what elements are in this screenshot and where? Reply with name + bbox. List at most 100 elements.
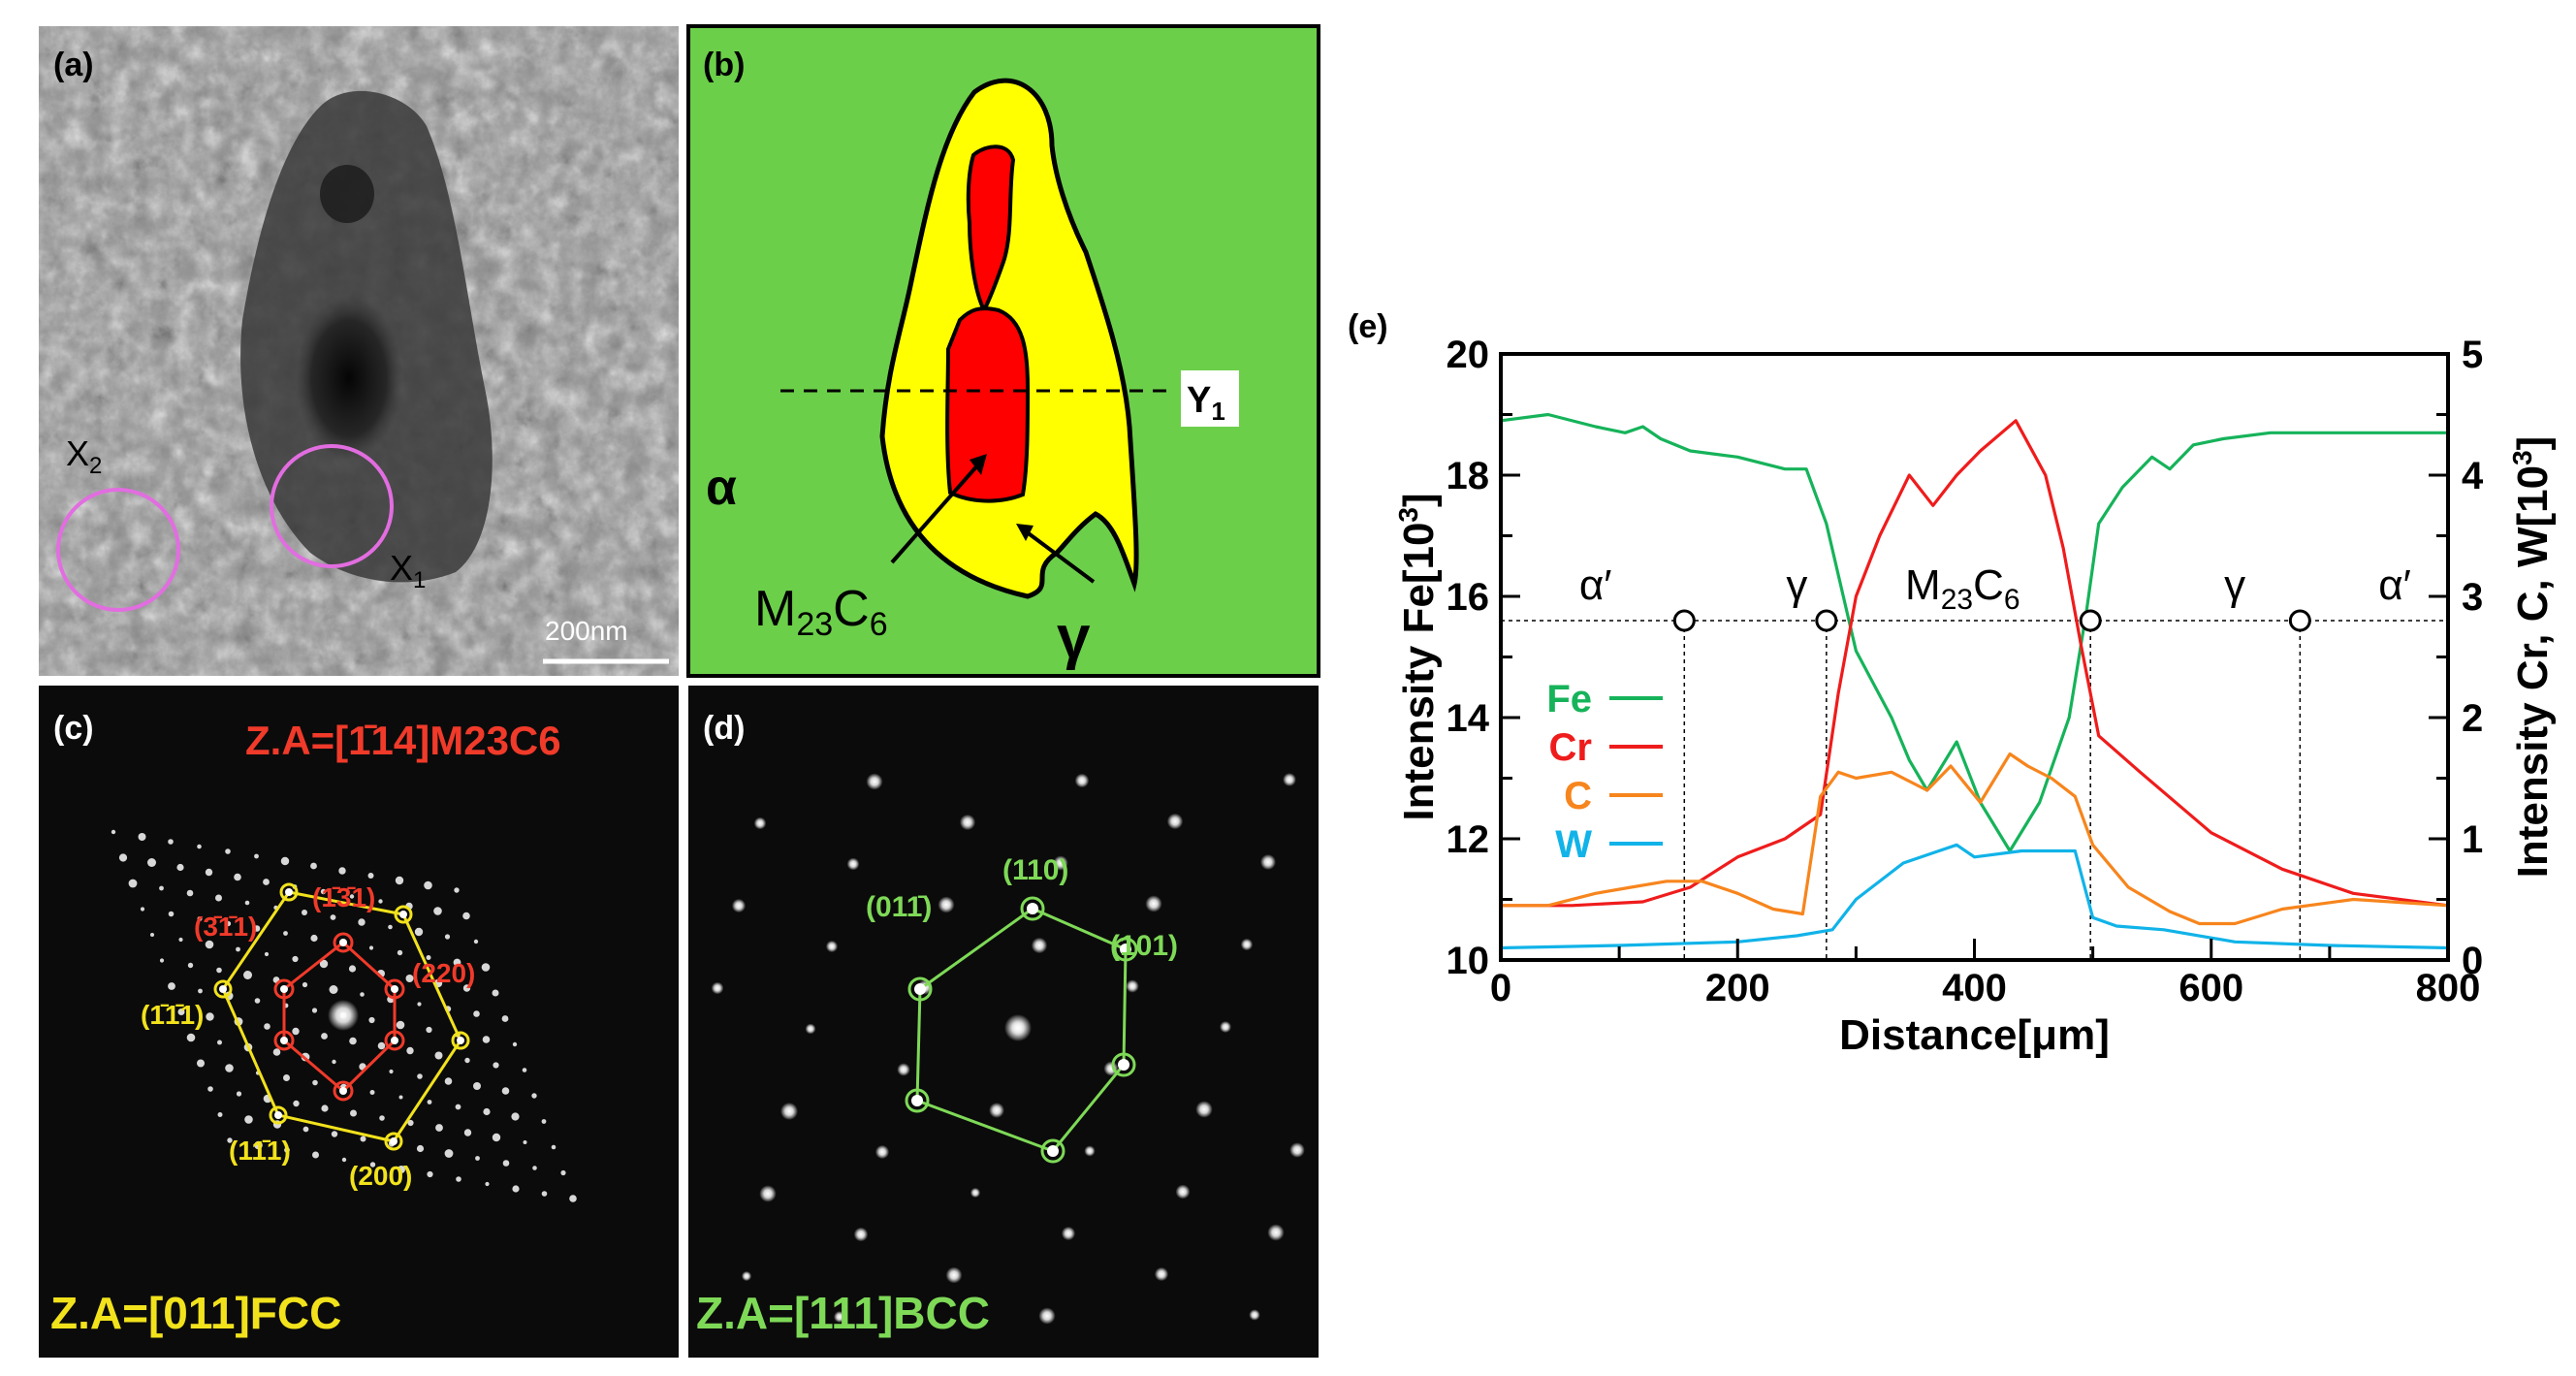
diffraction-spot (398, 1166, 405, 1173)
diffraction-spot (302, 1126, 309, 1133)
diffraction-spot (118, 853, 128, 862)
diffraction-spot (473, 939, 479, 944)
diffraction-spot (825, 940, 839, 953)
yellow-spot-core (285, 888, 293, 896)
diffraction-spot (424, 880, 432, 890)
diffraction-spot (264, 1023, 270, 1030)
diffraction-spot (417, 1073, 423, 1079)
yellow-spot-core (457, 1037, 464, 1044)
diffraction-spot (320, 888, 327, 895)
diffraction-spot (168, 839, 174, 845)
y-left-tick-label: 16 (1447, 576, 1490, 619)
panel-d-label: (d) (703, 710, 745, 747)
diffraction-spot (177, 1008, 185, 1015)
diffraction-spot (358, 918, 366, 926)
region-label: M23C6 (1905, 561, 2020, 616)
diffraction-spot (501, 1087, 510, 1095)
series-cr-line (1501, 419, 2449, 908)
diffraction-spot (197, 916, 203, 921)
plot-frame (1499, 352, 2450, 962)
green-label-011: (011̄) (866, 891, 932, 923)
yellow-indexed-spot (279, 882, 299, 902)
diffraction-spot (780, 1103, 798, 1120)
red-spot-core (280, 1037, 288, 1044)
gamma-arrow-head (1016, 524, 1034, 541)
diffraction-spot (168, 911, 175, 917)
yellow-indexed-spot (269, 1105, 288, 1125)
yellow-label-200: (200) (349, 1161, 412, 1191)
diffraction-spot (398, 1095, 403, 1100)
m23c6-arrow-head (970, 454, 987, 475)
red-label-131: (1̄3̄1) (312, 882, 375, 912)
diffraction-spot (753, 816, 767, 830)
green-indexed-spot (905, 1088, 930, 1113)
diffraction-spot (389, 1069, 394, 1074)
diffraction-spot (330, 914, 336, 920)
green-spot-core (1047, 1145, 1059, 1157)
diffraction-spot (853, 1227, 869, 1242)
diffraction-spot (1249, 1309, 1260, 1321)
green-spot-core (1118, 1059, 1129, 1071)
panel-c-background (39, 686, 679, 1358)
region-label: α′ (1579, 561, 1612, 609)
diffraction-spot (186, 1033, 196, 1042)
diffraction-spot (759, 1185, 777, 1202)
diffraction-spot (834, 1311, 845, 1323)
y-left-tick-label: 12 (1447, 818, 1490, 861)
y1-label: Y1 (1187, 380, 1225, 426)
diffraction-spot (225, 1064, 234, 1072)
panel-a: (a) X2 X1 200nm (39, 26, 679, 676)
diffraction-spot (321, 1033, 328, 1040)
x-tick-label: 800 (2416, 967, 2481, 1009)
diffraction-spot (444, 934, 451, 940)
diffraction-spot (433, 907, 442, 915)
green-label-101: (101) (1110, 930, 1178, 962)
diffraction-spot (321, 1104, 329, 1112)
gamma-arrow (1024, 529, 1096, 584)
diffraction-spot (360, 1136, 366, 1142)
diffraction-spot (1260, 854, 1276, 870)
diffraction-spot (272, 1048, 281, 1056)
diffraction-spot (434, 1051, 443, 1060)
diffraction-spot (1283, 773, 1296, 786)
diffraction-spot (215, 894, 222, 902)
x2-circle (56, 488, 180, 612)
green-label-110: (110) (1002, 854, 1068, 886)
y-left-tick-label: 18 (1447, 455, 1490, 497)
diffraction-spot (197, 1059, 205, 1068)
diffraction-spot (312, 1151, 319, 1159)
diffraction-spot (970, 1187, 981, 1199)
diffraction-spot (1061, 1226, 1076, 1241)
series-fe-line (1500, 412, 2448, 853)
boundary-marker (1815, 609, 1838, 632)
green-indexed-spot (1113, 937, 1138, 962)
series-w-line (1500, 843, 2449, 950)
diffraction-spot (444, 1149, 454, 1158)
diffraction-spot (455, 1104, 461, 1110)
diffraction-spot (426, 1026, 432, 1034)
za-m23c6-label: Z.A=[1̄14]M23C6 (245, 718, 561, 763)
diffraction-spot (522, 1068, 527, 1072)
diffraction-spot (159, 958, 165, 963)
green-indexed-spot (1020, 896, 1045, 921)
panel-d-background (688, 686, 1319, 1358)
diffraction-spot (187, 962, 194, 969)
diffraction-spot (435, 1124, 443, 1132)
diffraction-spot (462, 912, 470, 920)
y-right-axis-label: Intensity Cr, C, W[103] (2507, 436, 2557, 879)
m23c6-upper (966, 144, 1016, 315)
y-right-tick-label: 4 (2462, 455, 2484, 497)
red-spot-core (391, 985, 398, 993)
diffraction-spot (367, 873, 374, 879)
m23c6-arrow (890, 462, 981, 564)
diffraction-spot (1126, 979, 1139, 993)
diffraction-spot (532, 1166, 537, 1170)
y-right-tick-label: 3 (2462, 576, 2483, 619)
diffraction-spot (388, 924, 393, 930)
scale-bar-label: 200nm (545, 616, 628, 646)
yellow-label-111: (1̄1̄1) (141, 1000, 204, 1030)
green-indexed-spot (1040, 1138, 1065, 1164)
diffraction-spot (350, 1109, 357, 1117)
diffraction-spot (1074, 773, 1090, 788)
diffraction-spot (360, 992, 365, 997)
